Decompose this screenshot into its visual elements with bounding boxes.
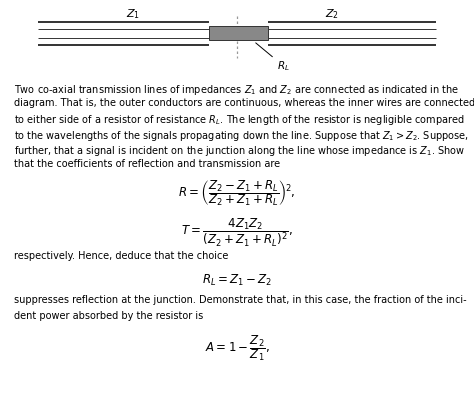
Text: $Z_1$: $Z_1$ — [126, 7, 140, 21]
Text: $T = \dfrac{4Z_1 Z_2}{(Z_2 + Z_1 + R_L)^2},$: $T = \dfrac{4Z_1 Z_2}{(Z_2 + Z_1 + R_L)^… — [181, 217, 293, 249]
Text: to either side of a resistor of resistance $R_L$. The length of the resistor is : to either side of a resistor of resistan… — [14, 113, 465, 127]
Bar — [209, 26, 268, 40]
Text: diagram. That is, the outer conductors are continuous, whereas the inner wires a: diagram. That is, the outer conductors a… — [14, 98, 474, 108]
Text: $A = 1 - \dfrac{Z_2}{Z_1},$: $A = 1 - \dfrac{Z_2}{Z_1},$ — [205, 333, 269, 363]
Text: Two co-axial transmission lines of impedances $Z_1$ and $Z_2$ are connected as i: Two co-axial transmission lines of imped… — [14, 83, 460, 97]
Text: respectively. Hence, deduce that the choice: respectively. Hence, deduce that the cho… — [14, 251, 228, 261]
Text: $R_L$: $R_L$ — [256, 43, 290, 73]
Text: $R = \left(\dfrac{Z_2 - Z_1 + R_L}{Z_2 + Z_1 + R_L}\right)^{\!2},$: $R = \left(\dfrac{Z_2 - Z_1 + R_L}{Z_2 +… — [178, 179, 296, 208]
Text: $R_L = Z_1 - Z_2$: $R_L = Z_1 - Z_2$ — [202, 273, 272, 288]
Text: further, that a signal is incident on the junction along the line whose impedanc: further, that a signal is incident on th… — [14, 144, 465, 158]
Text: that the coefficients of reflection and transmission are: that the coefficients of reflection and … — [14, 159, 280, 169]
Text: dent power absorbed by the resistor is: dent power absorbed by the resistor is — [14, 311, 203, 321]
Text: $Z_2$: $Z_2$ — [325, 7, 339, 21]
Text: suppresses reflection at the junction. Demonstrate that, in this case, the fract: suppresses reflection at the junction. D… — [14, 295, 467, 305]
Text: to the wavelengths of the signals propagating down the line. Suppose that $Z_1 >: to the wavelengths of the signals propag… — [14, 129, 469, 143]
